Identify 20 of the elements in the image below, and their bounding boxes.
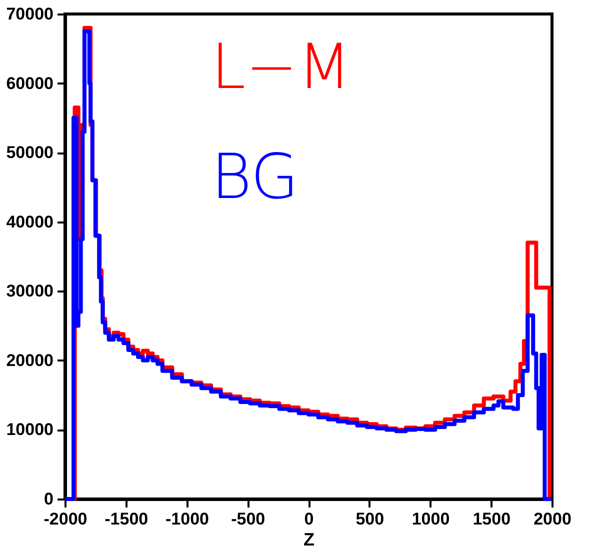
x-axis-title: Z (304, 530, 314, 550)
x-tick-label: 1000 (412, 510, 450, 528)
x-tick-label: -1000 (166, 510, 209, 528)
y-tick-label: 50000 (6, 143, 54, 162)
y-tick-label: 10000 (6, 420, 54, 440)
y-tick-label: 30000 (6, 282, 54, 301)
x-tick-label: -500 (231, 510, 266, 528)
y-tick-label: 60000 (6, 74, 54, 93)
x-tick-label: 2000 (534, 510, 572, 528)
x-tick-label: 0 (304, 510, 314, 528)
x-tick-label: -1500 (104, 510, 148, 528)
x-tick-label: 1500 (472, 510, 511, 528)
y-tick-label: 0 (44, 490, 54, 508)
y-tick-label: 40000 (6, 212, 54, 232)
x-tick-label: -2000 (44, 510, 88, 528)
y-tick-label: 70000 (6, 4, 54, 24)
y-tick-label: 20000 (6, 350, 54, 370)
x-tick-label: 500 (356, 510, 384, 528)
series-label: L−M (211, 30, 352, 103)
series-label: BG (211, 140, 299, 213)
